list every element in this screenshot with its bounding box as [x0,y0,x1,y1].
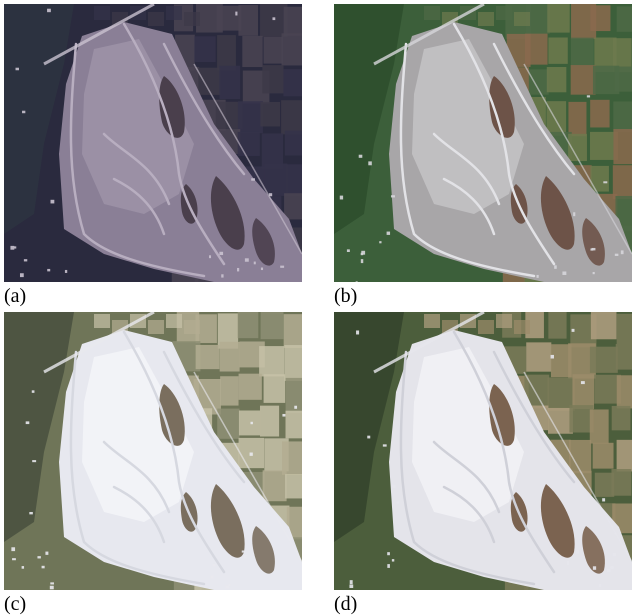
satellite-image-c [4,312,302,590]
road [523,63,632,255]
satellite-image-d [334,312,632,590]
satellite-image-a [4,4,302,282]
road [373,4,485,66]
road [523,371,632,563]
satellite-scene-c [4,312,302,590]
caption-d: (d) [334,593,358,615]
satellite-scene-d [334,312,632,590]
hillside-vegetation [334,4,404,234]
caption-b: (b) [334,285,358,307]
river-island [159,76,185,138]
road [43,312,155,374]
buildings [339,95,624,282]
river-island [210,484,245,558]
road [193,371,302,563]
river-island [582,526,605,574]
hillside-vegetation [334,312,404,542]
riverbed-sand [412,39,524,214]
braided-channels [399,22,576,278]
riverbed-sand [82,39,194,214]
road [373,312,485,374]
riverbed-sand [412,347,524,522]
river-island [252,218,275,266]
caption-a: (a) [4,285,27,307]
braided-channels [399,330,576,586]
braided-channels [69,22,246,278]
buildings [10,8,285,278]
satellite-image-b [334,4,632,282]
river-island [582,218,605,266]
satellite-scene-b [334,4,632,282]
river-island [540,484,575,558]
river-island [489,384,515,446]
hillside-vegetation [4,312,74,542]
road [193,63,302,255]
river-island [159,384,185,446]
satellite-scene-a [4,4,302,282]
buildings [349,328,617,588]
river-island [540,176,575,250]
hillside-vegetation [4,4,74,234]
buildings [11,390,298,590]
caption-c: (c) [4,593,27,615]
road [43,4,155,66]
river-island [210,176,245,250]
river-island [252,526,275,574]
braided-channels [69,330,246,586]
riverbed-sand [82,347,194,522]
river-island [489,76,515,138]
